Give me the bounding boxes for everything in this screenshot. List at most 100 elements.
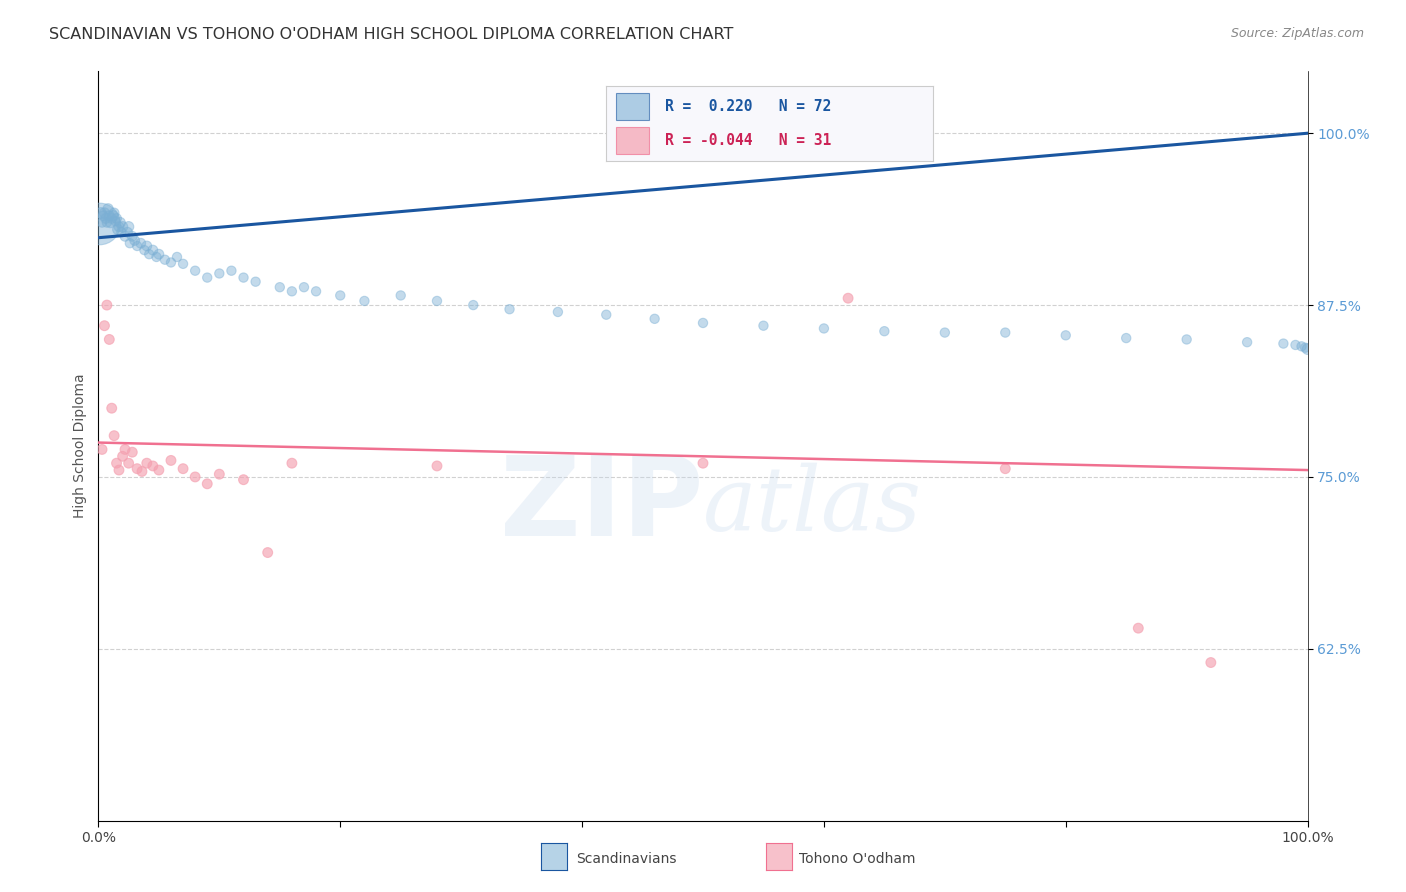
Point bbox=[127, 461, 149, 475]
Point bbox=[145, 250, 167, 264]
Point bbox=[108, 219, 131, 234]
Point bbox=[96, 216, 118, 230]
Point bbox=[208, 267, 231, 281]
Point bbox=[498, 302, 520, 317]
Point bbox=[172, 257, 194, 271]
Point bbox=[101, 209, 124, 223]
Point bbox=[160, 453, 183, 467]
Point bbox=[873, 324, 896, 338]
Point bbox=[389, 288, 412, 302]
Point bbox=[121, 229, 143, 244]
Point bbox=[208, 467, 231, 482]
Point bbox=[91, 216, 114, 230]
Point bbox=[184, 263, 207, 277]
Point bbox=[1284, 338, 1306, 352]
Point bbox=[160, 255, 183, 269]
Point bbox=[111, 219, 134, 234]
Point bbox=[1128, 621, 1150, 635]
Point bbox=[1236, 335, 1258, 350]
Point bbox=[103, 428, 125, 442]
Point bbox=[221, 263, 243, 277]
Point bbox=[111, 450, 134, 464]
Point bbox=[142, 458, 165, 473]
Point bbox=[127, 239, 149, 253]
Point bbox=[644, 311, 666, 326]
Point bbox=[1296, 342, 1319, 356]
Point bbox=[1294, 341, 1316, 355]
Point bbox=[100, 401, 122, 416]
Point bbox=[692, 456, 714, 470]
Point bbox=[232, 473, 254, 487]
Point bbox=[245, 275, 267, 289]
Point bbox=[353, 293, 375, 308]
Point bbox=[118, 236, 141, 251]
Y-axis label: High School Diploma: High School Diploma bbox=[73, 374, 87, 518]
Text: Source: ZipAtlas.com: Source: ZipAtlas.com bbox=[1230, 27, 1364, 40]
Point bbox=[118, 456, 141, 470]
Point bbox=[547, 305, 569, 319]
Point bbox=[463, 298, 485, 312]
Point bbox=[107, 222, 129, 236]
Point bbox=[1272, 336, 1295, 351]
Point bbox=[837, 291, 859, 305]
Point bbox=[813, 321, 835, 335]
Point bbox=[184, 470, 207, 484]
Point bbox=[94, 211, 117, 226]
Point bbox=[89, 217, 111, 231]
Point bbox=[110, 225, 132, 239]
Point bbox=[103, 206, 125, 220]
Point bbox=[97, 202, 120, 216]
Point bbox=[281, 456, 304, 470]
Point bbox=[148, 463, 170, 477]
Point bbox=[91, 442, 114, 457]
Point bbox=[98, 209, 121, 223]
Point bbox=[135, 456, 157, 470]
Point bbox=[100, 216, 122, 230]
Point bbox=[105, 456, 128, 470]
Point bbox=[692, 316, 714, 330]
Point bbox=[142, 243, 165, 257]
Point bbox=[114, 229, 136, 244]
Point bbox=[752, 318, 775, 333]
Point bbox=[134, 243, 156, 257]
Point bbox=[1054, 328, 1077, 343]
Text: SCANDINAVIAN VS TOHONO O'ODHAM HIGH SCHOOL DIPLOMA CORRELATION CHART: SCANDINAVIAN VS TOHONO O'ODHAM HIGH SCHO… bbox=[49, 27, 734, 42]
Point bbox=[1291, 339, 1313, 353]
Point bbox=[934, 326, 956, 340]
Point bbox=[131, 465, 153, 479]
Point bbox=[135, 239, 157, 253]
Point bbox=[232, 270, 254, 285]
Point bbox=[98, 333, 121, 347]
Point bbox=[1199, 656, 1222, 670]
Point bbox=[1115, 331, 1137, 345]
Point bbox=[108, 463, 131, 477]
Point bbox=[138, 247, 160, 261]
Point bbox=[108, 216, 131, 230]
Point bbox=[153, 252, 176, 267]
Point bbox=[124, 234, 146, 248]
Point bbox=[93, 206, 115, 220]
Point bbox=[105, 211, 128, 226]
Point bbox=[93, 318, 115, 333]
Point bbox=[329, 288, 352, 302]
Point bbox=[90, 206, 112, 220]
Point bbox=[292, 280, 315, 294]
Point bbox=[172, 461, 194, 475]
Point bbox=[96, 298, 118, 312]
Point bbox=[91, 209, 114, 223]
Point bbox=[104, 214, 127, 228]
Point bbox=[118, 219, 141, 234]
Point bbox=[994, 326, 1017, 340]
Point bbox=[256, 545, 278, 559]
Text: atlas: atlas bbox=[703, 463, 922, 549]
Point bbox=[426, 458, 449, 473]
Point bbox=[1175, 333, 1198, 347]
Point bbox=[148, 247, 170, 261]
Point bbox=[305, 285, 328, 299]
Point bbox=[994, 461, 1017, 475]
Point bbox=[426, 293, 449, 308]
Text: ZIP: ZIP bbox=[499, 452, 703, 559]
Point bbox=[195, 270, 218, 285]
Point bbox=[129, 236, 152, 251]
Point bbox=[269, 280, 291, 294]
